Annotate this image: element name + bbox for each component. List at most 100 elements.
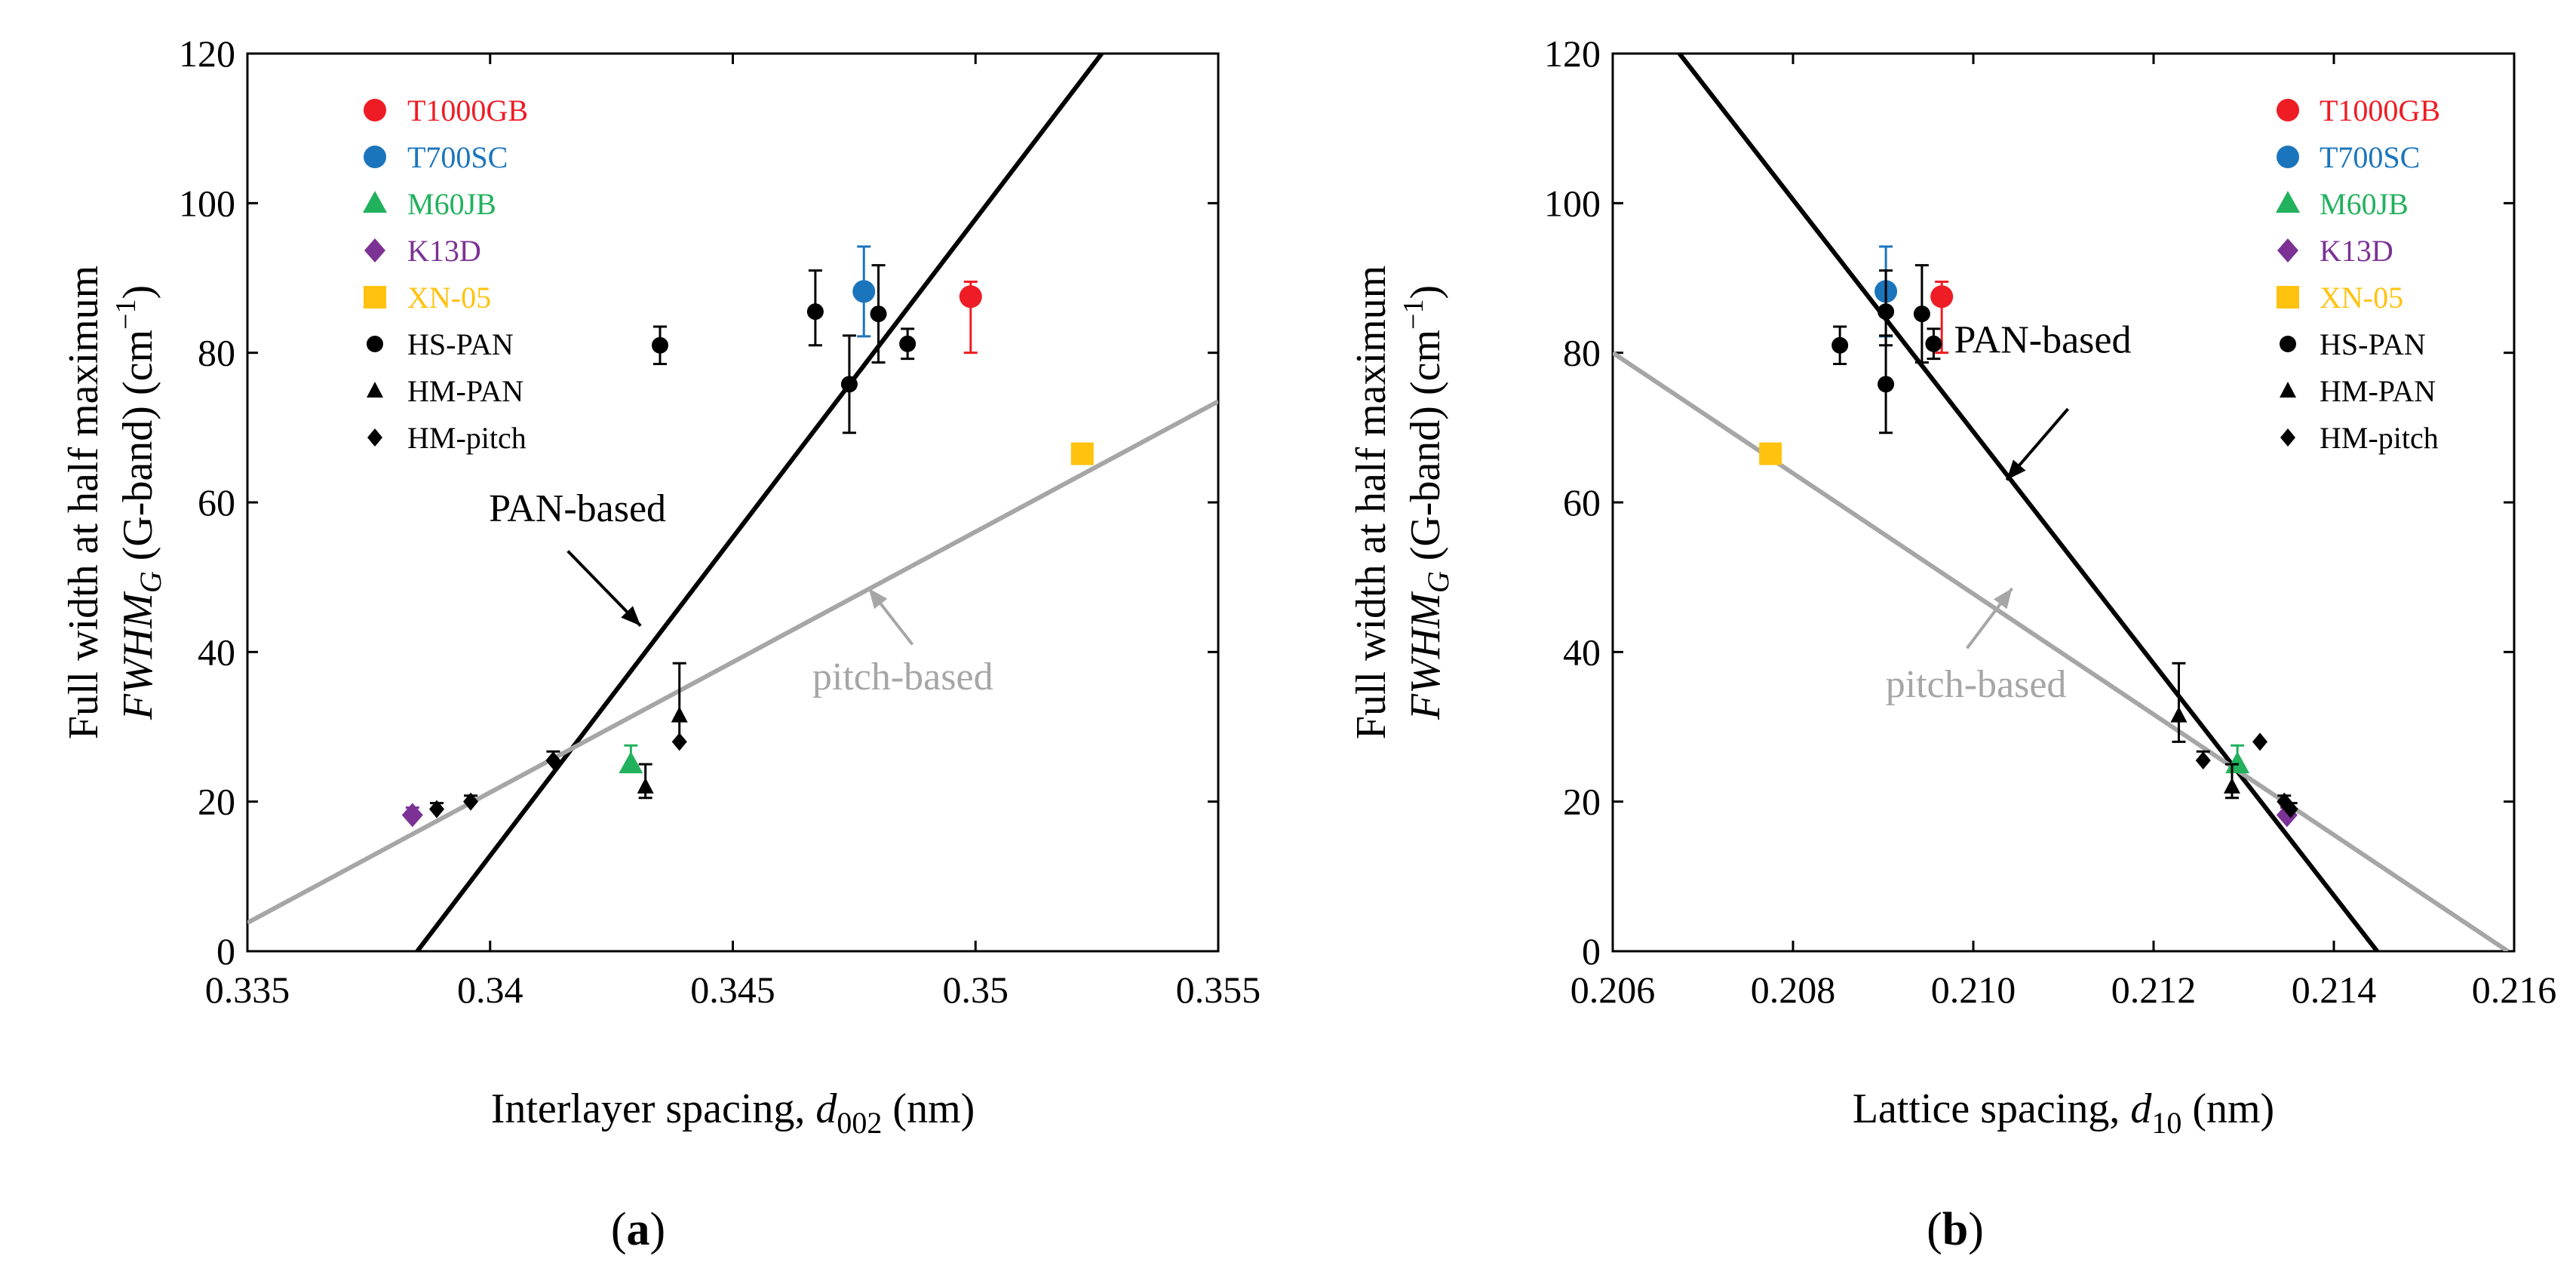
legend-marker-k13d	[2277, 238, 2298, 263]
annotation-arrowhead	[1993, 588, 2013, 610]
x-tick-label: 0.355	[1176, 969, 1261, 1011]
y-axis-label-rest: (G-band) (cm	[1402, 330, 1449, 571]
x-axis-label-sub: 10	[2151, 1106, 2181, 1140]
x-tick-label: 0.212	[2111, 969, 2197, 1011]
legend-marker-m60jb	[363, 191, 387, 213]
x-axis-label-main: Lattice spacing,	[1853, 1085, 2131, 1132]
x-axis-label-sub: 002	[837, 1106, 882, 1140]
x-tick-label: 0.35	[943, 969, 1009, 1011]
legend-label: HM-pitch	[2320, 421, 2439, 455]
y-tick-label: 100	[179, 182, 235, 224]
data-point-t700sc	[852, 280, 876, 303]
legend-label: XN-05	[407, 281, 491, 315]
legend-label: HS-PAN	[407, 327, 514, 361]
data-point-k13d	[401, 803, 423, 828]
legend-marker-xn-05	[364, 286, 386, 309]
y-axis-label-end: )	[115, 285, 161, 299]
annotation-arrowhead	[868, 588, 888, 610]
y-axis-label-sup: −1	[110, 299, 142, 330]
x-axis-label-unit: (nm)	[2181, 1085, 2274, 1132]
panel-label: (b)	[1927, 1204, 1984, 1255]
data-point-hs-pan	[870, 306, 887, 323]
x-tick-label: 0.345	[690, 969, 775, 1011]
annotation-arrowhead	[2006, 459, 2026, 481]
y-tick-label: 80	[198, 332, 235, 374]
legend-label: T700SC	[2320, 140, 2420, 174]
panel-label-close: )	[650, 1204, 666, 1255]
legend-label: M60JB	[407, 187, 496, 221]
y-axis-label-sub: G	[1421, 571, 1455, 593]
legend-marker-hm-pan	[2280, 382, 2296, 398]
data-point-hs-pan	[651, 336, 668, 354]
x-axis-label-unit: (nm)	[882, 1085, 975, 1132]
data-point-t1000gb	[959, 285, 982, 309]
x-axis-label: Lattice spacing, d10 (nm)	[1853, 1085, 2274, 1140]
y-axis-label-rest: (G-band) (cm	[115, 330, 161, 571]
data-point-hm-pan	[2170, 706, 2188, 723]
legend-label: K13D	[407, 234, 481, 268]
y-tick-label: 60	[1563, 481, 1601, 524]
data-point-hm-pan	[2223, 777, 2240, 794]
plot-area	[247, 54, 1218, 951]
data-point-hm-pitch	[428, 800, 444, 818]
y-axis-label-end: )	[1402, 285, 1449, 299]
y-tick-label: 0	[1582, 930, 1601, 972]
y-tick-label: 120	[1544, 32, 1601, 75]
legend-marker-m60jb	[2276, 191, 2300, 213]
y-tick-label: 40	[198, 631, 235, 673]
data-point-hs-pan	[1925, 335, 1942, 352]
panel-label-open: (	[611, 1204, 627, 1255]
legend-marker-hm-pitch	[367, 428, 382, 447]
legend-marker-hm-pan	[367, 382, 383, 398]
legend-marker-t1000gb	[2277, 99, 2299, 121]
legend-label: HM-PAN	[2320, 374, 2436, 408]
annotation-pitch-based: pitch-based	[812, 656, 993, 699]
data-point-hs-pan	[1878, 303, 1895, 321]
y-tick-label: 20	[1563, 781, 1601, 823]
y-axis-label-var: FWHM	[115, 591, 161, 720]
annotation-pan-based: PAN-based	[489, 487, 666, 530]
data-point-m60jb	[619, 751, 643, 774]
data-point-hs-pan	[899, 335, 916, 352]
x-tick-label: 0.335	[205, 969, 290, 1011]
y-axis-label-line1: Full width at half maximum	[1348, 266, 1395, 739]
panel-label-close: )	[1968, 1204, 1984, 1255]
y-tick-label: 100	[1544, 182, 1601, 224]
y-axis-label: Full width at half maximum FWHMG (G-band)…	[1348, 266, 1455, 739]
data-point-hm-pitch	[2252, 732, 2268, 751]
y-axis-label: Full width at half maximum FWHMG (G-band)…	[60, 266, 167, 739]
x-axis-label-var: d	[815, 1085, 837, 1132]
panel-label-open: (	[1927, 1204, 1942, 1255]
x-tick-label: 0.214	[2292, 969, 2377, 1011]
legend-label: XN-05	[2320, 281, 2403, 315]
y-axis-label-var: FWHM	[1402, 591, 1449, 720]
data-point-hs-pan	[1831, 336, 1849, 354]
panel-label-letter: b	[1942, 1204, 1968, 1255]
data-point-hm-pitch	[463, 792, 479, 811]
legend-marker-t700sc	[364, 146, 386, 168]
data-point-hm-pitch	[545, 751, 561, 770]
plot-area	[1613, 54, 2510, 951]
data-point-hs-pan	[1913, 306, 1930, 323]
legend-marker-k13d	[364, 238, 385, 263]
data-point-hm-pan	[637, 777, 654, 794]
x-tick-label: 0.208	[1751, 969, 1836, 1011]
data-point-hs-pan	[806, 303, 824, 321]
legend-marker-hm-pitch	[2280, 428, 2295, 447]
y-tick-label: 0	[216, 930, 235, 972]
x-axis-label-main: Interlayer spacing,	[491, 1085, 816, 1132]
legend-label: HM-pitch	[407, 421, 527, 455]
x-tick-label: 0.206	[1570, 969, 1656, 1011]
panel-label-letter: a	[627, 1204, 650, 1255]
legend-marker-hs-pan	[2280, 336, 2296, 352]
legend-label: T1000GB	[2320, 94, 2440, 127]
x-tick-label: 0.216	[2472, 969, 2557, 1011]
x-axis-label-var: d	[2130, 1085, 2152, 1132]
data-point-hm-pitch	[2283, 800, 2298, 818]
y-tick-label: 120	[179, 32, 235, 75]
annotation-pitch-based: pitch-based	[1886, 663, 2067, 706]
fit-line-pan-based	[1678, 54, 2379, 951]
y-axis-label-line1: Full width at half maximum	[60, 266, 107, 739]
legend-label: T1000GB	[407, 94, 528, 127]
x-axis-label: Interlayer spacing, d002 (nm)	[491, 1085, 975, 1140]
